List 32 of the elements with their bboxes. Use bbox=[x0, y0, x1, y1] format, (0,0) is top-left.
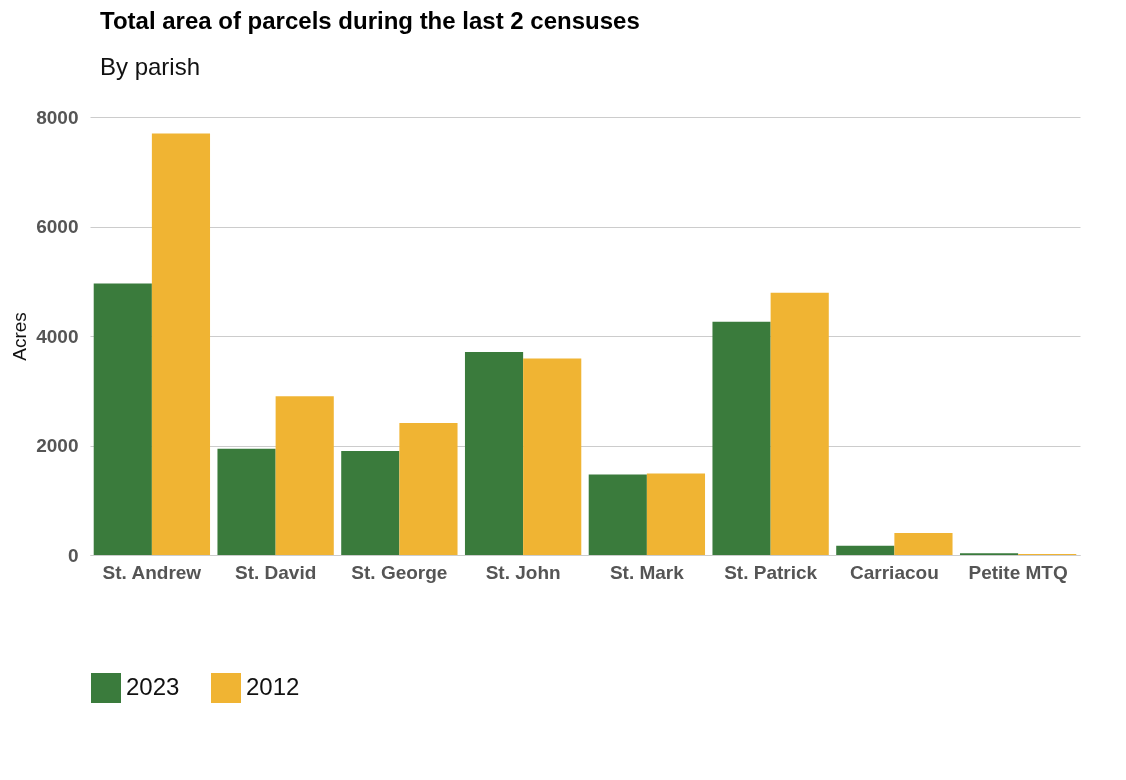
bar bbox=[523, 358, 582, 555]
bar bbox=[836, 545, 895, 555]
x-tick-label: St. Andrew bbox=[102, 561, 202, 583]
y-axis-title: Acres bbox=[9, 312, 31, 361]
x-tick-label: St. Mark bbox=[609, 561, 685, 583]
x-tick-label: St. George bbox=[351, 561, 448, 583]
bar bbox=[646, 473, 706, 555]
legend-label: 2023 bbox=[126, 673, 180, 700]
bar bbox=[588, 474, 647, 555]
y-tick-label: 4000 bbox=[36, 325, 79, 347]
x-tick-label: Carriacou bbox=[850, 561, 939, 583]
bar bbox=[770, 292, 829, 555]
bar bbox=[712, 321, 771, 555]
bar bbox=[275, 396, 334, 555]
bar bbox=[93, 283, 152, 555]
bar bbox=[341, 450, 400, 555]
y-tick-label: 2000 bbox=[36, 435, 79, 456]
x-tick-label: St. John bbox=[485, 561, 561, 583]
chart-subtitle: By parish bbox=[100, 53, 201, 80]
x-tick-label: St. Patrick bbox=[724, 561, 818, 583]
y-tick-label: 6000 bbox=[36, 216, 79, 237]
bar bbox=[151, 133, 211, 555]
chart-title: Total area of parcels during the last 2 censuses bbox=[100, 7, 640, 34]
y-tick-label: 8000 bbox=[36, 106, 79, 128]
bar bbox=[894, 533, 953, 555]
x-tick-label: Petite MTQ bbox=[968, 561, 1068, 583]
bar bbox=[217, 448, 276, 555]
x-tick-label: St. David bbox=[234, 561, 317, 583]
bar bbox=[464, 351, 524, 555]
y-tick-label: 0 bbox=[67, 544, 79, 566]
bar bbox=[399, 423, 458, 555]
legend-label: 2012 bbox=[246, 673, 300, 700]
